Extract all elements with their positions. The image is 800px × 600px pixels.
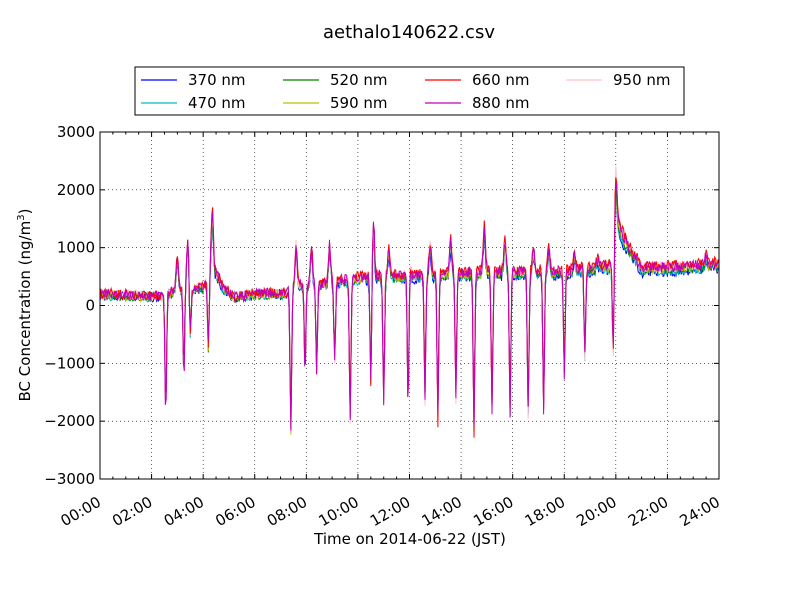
y-tick-label: −1000 [44,354,95,372]
y-tick-label: −3000 [44,470,95,488]
legend-label: 370 nm [188,71,246,89]
y-tick-labels: 3000 2000 1000 0 −1000 −2000 −3000 [44,123,95,488]
y-tick-label: 0 [85,297,95,315]
y-tick-label: 3000 [57,123,95,141]
legend-label: 520 nm [330,71,388,89]
series-group [100,166,719,438]
chart-title: aethalo140622.csv [323,22,495,43]
legend-label: 470 nm [188,94,246,112]
y-axis-label-main: BC Concentration (ng/m [16,221,34,402]
legend-label: 950 nm [613,71,671,89]
legend-label: 590 nm [330,94,388,112]
series-line-880-nm [100,183,719,431]
y-axis-label: BC Concentration (ng/m3) [16,209,34,402]
plot-area [100,166,719,438]
y-tick-label: −2000 [44,412,95,430]
y-tick-label: 2000 [57,181,95,199]
axis-ticks [99,131,720,480]
legend-label: 880 nm [472,94,530,112]
y-axis-label-close: ) [16,209,34,215]
legend-box [134,66,685,116]
x-axis-label: Time on 2014-06-22 (JST) [313,530,506,548]
legend-label: 660 nm [472,71,530,89]
legend: 370 nm 470 nm 520 nm 590 nm 660 nm 880 nm 950 … [134,66,685,116]
y-axis-label-superscript: 3 [16,214,27,220]
y-tick-label: 1000 [57,239,95,257]
